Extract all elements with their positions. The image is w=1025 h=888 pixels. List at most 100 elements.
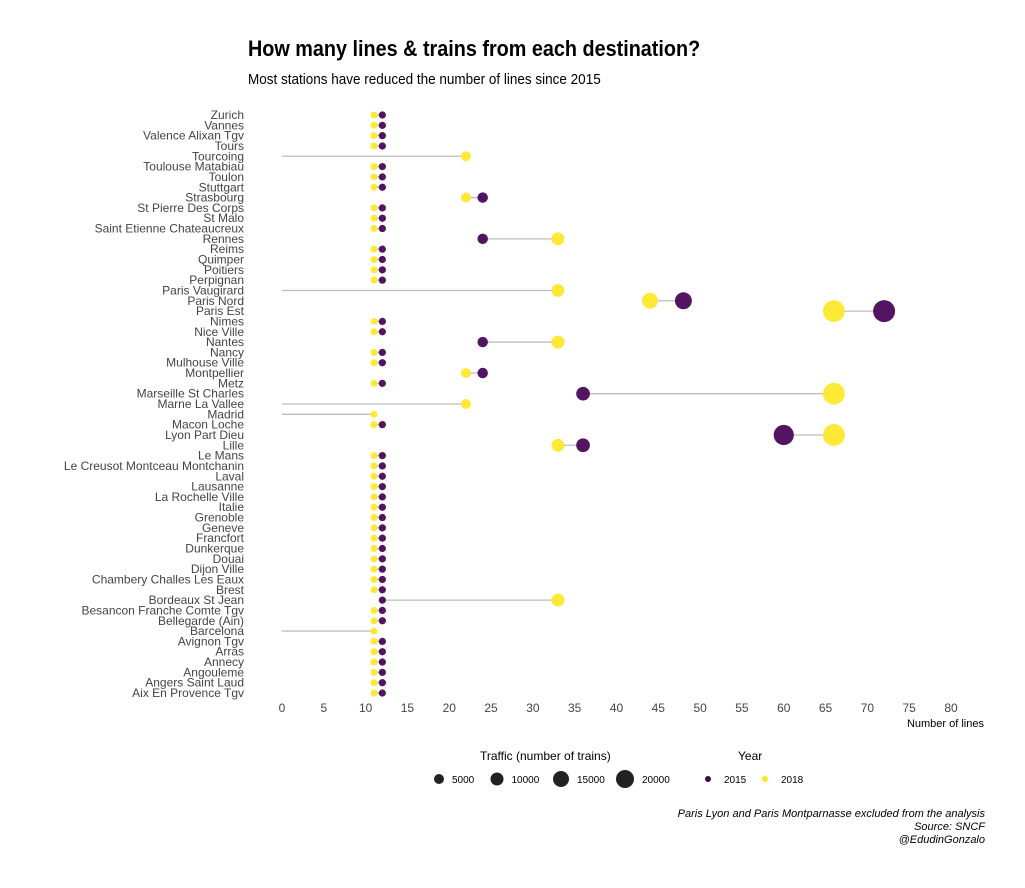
point-2015-36 [378,482,386,491]
point-2015-49 [378,617,386,625]
y-tick-label-0: Zurich [211,108,244,122]
y-tick-label-49: Bellegarde (Ain) [158,614,244,628]
point-2015-14 [378,255,386,264]
x-tick-label-15: 75 [903,701,917,715]
color-legend-key-2015 [705,776,711,782]
point-2018-31 [823,424,845,446]
point-2015-18 [674,292,692,310]
point-2015-35 [378,472,386,480]
point-2015-23 [378,348,386,357]
y-tick-label-11: Saint Etienne Chateaucreux [95,222,244,236]
y-tick-label-10: St Malo [203,211,244,225]
point-2018-30 [370,421,378,429]
point-2015-10 [378,214,386,222]
point-2015-16 [378,276,386,284]
point-2018-39 [370,514,378,522]
y-tick-label-48: Besancon Franche Comte Tgv [81,603,244,617]
y-tick-label-9: St Pierre Des Corps [137,201,244,215]
point-2015-12 [477,233,488,245]
y-tick-label-22: Nantes [206,335,244,349]
y-tick-label-37: La Rochelle Ville [155,490,244,504]
size-legend-label-0: 5000 [452,775,475,786]
size-legend-title: Traffic (number of trains) [480,749,611,763]
point-2015-11 [378,224,386,233]
point-2015-52 [378,648,386,656]
size-legend-label-3: 20000 [642,775,670,786]
point-2018-10 [370,214,378,222]
point-2018-24 [370,359,378,367]
point-2015-43 [378,555,386,563]
size-legend-key-1 [490,772,504,786]
chart-subtitle: Most stations have reduced the number of… [248,71,601,88]
x-tick-label-9: 45 [652,701,666,715]
color-legend-label-2015: 2015 [724,775,747,786]
point-2018-0 [370,111,378,119]
point-2015-9 [378,204,386,212]
y-tick-label-24: Mulhouse Ville [166,356,244,370]
y-tick-label-13: Reims [210,242,244,256]
point-2015-7 [378,183,386,191]
y-tick-label-8: Strasbourg [185,191,244,205]
y-tick-label-36: Lausanne [191,480,244,494]
point-2015-13 [378,245,386,253]
point-2018-2 [370,132,378,140]
x-axis-label: Number of lines [907,718,985,730]
size-legend-label-2: 15000 [577,775,605,786]
point-2018-25 [461,368,471,379]
x-tick-label-6: 30 [526,701,540,715]
color-legend-label-2018: 2018 [781,775,804,786]
point-2018-32 [551,438,565,452]
y-tick-label-14: Quimper [198,253,244,267]
y-tick-label-25: Montpellier [185,366,244,380]
point-2018-1 [370,121,378,129]
y-tick-label-33: Le Mans [198,449,244,463]
point-2015-24 [378,359,386,367]
chart-title: How many lines & trains from each destin… [248,36,701,61]
y-tick-label-29: Madrid [207,407,244,421]
point-2018-18 [642,292,658,309]
size-legend-key-3 [616,770,634,788]
point-2018-41 [370,534,378,542]
y-tick-label-20: Nimes [210,314,244,328]
point-2018-35 [370,472,378,480]
y-tick-label-39: Grenoble [195,511,245,525]
point-2018-28 [461,399,471,409]
point-2018-12 [551,232,565,246]
point-2018-15 [370,266,378,274]
y-tick-label-31: Lyon Part Dieu [165,428,244,442]
x-tick-label-12: 60 [777,701,791,715]
x-tick-label-2: 10 [359,701,373,715]
point-2015-32 [576,438,590,453]
point-2018-16 [370,276,378,284]
x-tick-label-1: 5 [320,701,327,715]
point-2015-55 [378,679,386,687]
x-tick-label-3: 15 [401,701,415,715]
point-2015-48 [378,606,386,615]
point-2018-5 [370,163,378,171]
y-tick-label-54: Angouleme [183,665,244,679]
point-2018-51 [370,637,378,645]
y-tick-label-1: Vannes [204,118,244,132]
y-tick-label-50: Barcelona [190,624,244,638]
point-2015-47 [378,596,386,604]
y-tick-label-30: Macon Loche [172,418,244,432]
point-2015-56 [378,689,386,697]
point-2015-0 [378,111,386,119]
point-2018-40 [370,524,378,532]
point-2018-17 [551,284,565,297]
point-2018-45 [370,575,378,583]
size-legend-key-2 [553,771,569,787]
point-2018-19 [823,300,845,323]
point-2015-38 [378,503,386,511]
point-2015-34 [378,462,386,470]
y-tick-label-42: Dunkerque [185,542,244,556]
point-2015-46 [378,586,386,594]
point-2018-47 [551,593,565,607]
y-tick-label-7: Stuttgart [199,180,245,194]
y-tick-label-3: Tours [215,139,244,153]
point-2018-55 [370,679,378,687]
y-tick-label-4: Tourcoing [192,149,244,163]
point-2015-20 [378,317,386,326]
point-2018-8 [461,192,471,203]
chart-caption: Paris Lyon and Paris Montparnasse exclud… [678,808,985,847]
